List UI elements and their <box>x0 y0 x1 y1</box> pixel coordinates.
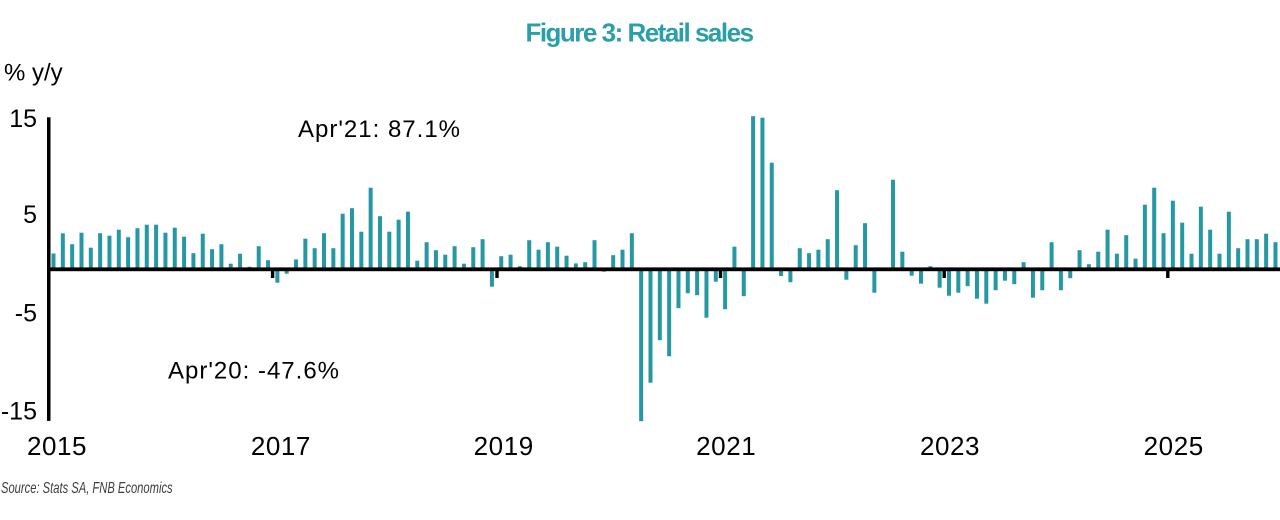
svg-text:Source: Stats SA, FNB Economic: Source: Stats SA, FNB Economics <box>1 478 173 497</box>
svg-text:2021: 2021 <box>696 431 756 461</box>
svg-text:% y/y: % y/y <box>4 60 63 87</box>
svg-text:2017: 2017 <box>251 431 311 461</box>
svg-text:2025: 2025 <box>1144 431 1204 461</box>
svg-text:-5: -5 <box>15 299 37 327</box>
svg-text:5: 5 <box>23 201 37 229</box>
svg-text:2015: 2015 <box>27 431 87 461</box>
svg-text:-15: -15 <box>1 398 37 426</box>
svg-text:Apr'20: -47.6%: Apr'20: -47.6% <box>168 358 340 385</box>
svg-text:Apr'21: 87.1%: Apr'21: 87.1% <box>298 116 461 143</box>
svg-text:Figure 3: Retail sales: Figure 3: Retail sales <box>525 18 753 48</box>
svg-text:2019: 2019 <box>474 431 534 461</box>
svg-text:15: 15 <box>9 105 37 133</box>
svg-text:2023: 2023 <box>920 431 980 461</box>
